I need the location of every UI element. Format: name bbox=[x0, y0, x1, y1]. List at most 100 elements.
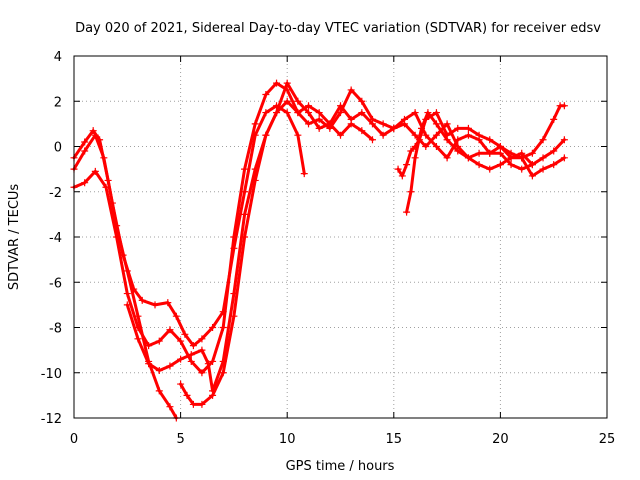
data-point bbox=[177, 380, 185, 388]
data-point bbox=[151, 301, 159, 309]
data-point bbox=[183, 391, 191, 399]
data-point bbox=[394, 165, 402, 173]
data-point bbox=[123, 290, 131, 298]
data-point bbox=[496, 149, 504, 157]
data-point bbox=[209, 391, 217, 399]
y-tick-label: -12 bbox=[41, 412, 62, 427]
data-point bbox=[155, 366, 163, 374]
x-tick-label: 5 bbox=[176, 432, 184, 447]
data-point bbox=[81, 138, 89, 146]
data-point bbox=[230, 233, 238, 241]
series-track-6 bbox=[394, 102, 568, 180]
series-line bbox=[179, 81, 374, 406]
data-point bbox=[475, 161, 483, 169]
data-point bbox=[464, 154, 472, 162]
data-point bbox=[407, 147, 415, 155]
data-point bbox=[528, 149, 536, 157]
data-point bbox=[454, 124, 462, 132]
data-point bbox=[358, 97, 366, 105]
data-point bbox=[337, 102, 344, 110]
data-point bbox=[187, 357, 195, 365]
series-track-4 bbox=[123, 97, 568, 395]
data-point bbox=[209, 324, 217, 331]
y-tick-label: 0 bbox=[54, 141, 62, 156]
data-point bbox=[134, 335, 142, 343]
data-point bbox=[305, 109, 313, 117]
data-point bbox=[155, 387, 163, 395]
data-point bbox=[241, 210, 249, 218]
data-point bbox=[262, 131, 270, 139]
x-axis-label: GPS time / hours bbox=[286, 459, 395, 474]
y-tick-label: -8 bbox=[49, 322, 62, 337]
data-point bbox=[102, 183, 110, 191]
data-point bbox=[294, 131, 302, 139]
data-point bbox=[113, 233, 121, 241]
data-point bbox=[400, 120, 408, 128]
data-point bbox=[189, 400, 197, 408]
data-point bbox=[411, 154, 419, 162]
data-point bbox=[300, 170, 308, 178]
data-point bbox=[198, 335, 206, 343]
data-point bbox=[379, 120, 387, 128]
data-point bbox=[219, 369, 227, 377]
data-point bbox=[475, 149, 483, 157]
data-point bbox=[283, 79, 291, 87]
data-point bbox=[358, 127, 366, 135]
data-point bbox=[496, 161, 504, 169]
data-point bbox=[507, 149, 515, 157]
data-point bbox=[347, 86, 355, 94]
data-point bbox=[496, 143, 504, 150]
data-point bbox=[403, 161, 411, 169]
data-point bbox=[432, 109, 440, 117]
data-point bbox=[189, 342, 197, 350]
data-point bbox=[130, 285, 138, 293]
data-point bbox=[528, 172, 536, 180]
data-point bbox=[464, 131, 472, 139]
data-point bbox=[155, 337, 163, 345]
data-point bbox=[560, 136, 568, 144]
data-point bbox=[100, 154, 108, 162]
data-point bbox=[187, 351, 195, 359]
data-point bbox=[145, 342, 153, 350]
data-point bbox=[432, 143, 440, 150]
data-point bbox=[230, 312, 238, 320]
data-point bbox=[560, 154, 568, 162]
y-tick-label: 2 bbox=[54, 95, 62, 110]
y-tick-label: -6 bbox=[49, 276, 62, 291]
data-point bbox=[294, 97, 302, 105]
data-point bbox=[539, 154, 547, 162]
data-point bbox=[486, 149, 494, 157]
data-point bbox=[411, 109, 419, 117]
data-point bbox=[550, 161, 558, 169]
data-point bbox=[443, 154, 451, 162]
y-tick-label: -2 bbox=[49, 186, 62, 201]
data-point bbox=[528, 161, 536, 169]
x-tick-label: 15 bbox=[386, 432, 403, 447]
data-point bbox=[407, 188, 415, 196]
y-axis-label: SDTVAR / TECUs bbox=[7, 184, 22, 291]
data-point bbox=[198, 369, 206, 377]
data-point bbox=[198, 346, 206, 354]
data-point bbox=[539, 165, 547, 173]
data-point bbox=[550, 147, 558, 155]
chart-title: Day 020 of 2021, Sidereal Day-to-day VTE… bbox=[75, 21, 601, 36]
data-point bbox=[219, 324, 227, 331]
data-point bbox=[326, 120, 334, 128]
data-point bbox=[411, 131, 419, 139]
data-point bbox=[262, 90, 270, 98]
data-point bbox=[262, 109, 270, 117]
series-track-2 bbox=[70, 102, 308, 350]
data-point bbox=[422, 143, 430, 150]
data-point bbox=[315, 109, 323, 117]
grid-lines bbox=[74, 56, 607, 418]
data-point bbox=[164, 299, 172, 307]
data-point bbox=[368, 136, 376, 144]
data-point bbox=[251, 120, 259, 128]
data-point bbox=[560, 102, 568, 110]
data-point bbox=[241, 233, 249, 241]
data-point bbox=[422, 131, 430, 139]
x-tick-label: 20 bbox=[492, 432, 509, 447]
data-point bbox=[379, 131, 387, 139]
data-point bbox=[241, 165, 249, 173]
data-point bbox=[305, 102, 313, 110]
